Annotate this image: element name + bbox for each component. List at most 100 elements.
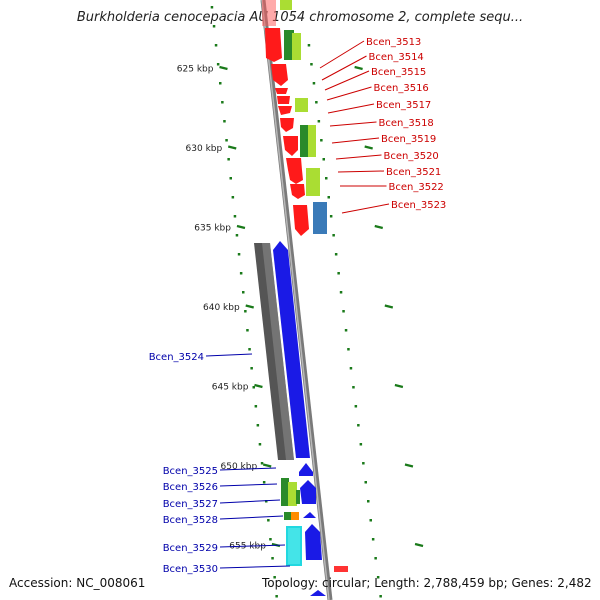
gene-label[interactable]: Bcen_3523 <box>391 200 446 211</box>
gene-block[interactable] <box>288 482 297 506</box>
gene-arrow[interactable] <box>283 136 298 156</box>
gene-label[interactable]: Bcen_3529 <box>163 543 218 554</box>
scale-tick <box>254 383 263 389</box>
gene-label[interactable]: Bcen_3530 <box>163 564 218 575</box>
gene-label[interactable]: Bcen_3517 <box>376 100 431 111</box>
gene-arrow[interactable] <box>293 205 309 236</box>
scale-dot <box>359 443 363 446</box>
scale-dot <box>347 348 350 351</box>
gene-label-leader <box>326 86 372 101</box>
gene-label[interactable]: Bcen_3520 <box>384 151 439 162</box>
scale-tick-label: 650 kbp <box>221 462 258 472</box>
gene-label[interactable]: Bcen_3526 <box>163 482 218 493</box>
gene-label-leader <box>219 565 291 569</box>
accession-text: Accession: NC_008061 <box>9 576 146 590</box>
gene-label[interactable]: Bcen_3527 <box>163 499 218 510</box>
gene-label[interactable]: Bcen_3519 <box>381 134 436 145</box>
gene-block[interactable] <box>308 125 316 157</box>
gene-arrow[interactable] <box>305 524 322 560</box>
gene-block[interactable] <box>313 202 327 234</box>
scale-dot <box>265 500 268 503</box>
scale-dot <box>235 234 239 237</box>
scale-dot <box>223 120 226 123</box>
scale-dot <box>344 329 348 332</box>
reverse-gene-labels: Bcen_3524 Bcen_3525 Bcen_3526 Bcen_3527 Bcen… <box>149 352 291 575</box>
scale-dot <box>248 348 251 351</box>
scale-dot <box>312 82 316 85</box>
gene-arrow[interactable] <box>299 463 313 476</box>
scale-tick-label: 630 kbp <box>186 144 223 154</box>
scale-dot <box>364 481 367 484</box>
gene-block[interactable] <box>281 478 289 506</box>
scale-dot <box>357 424 360 427</box>
scale-dot <box>216 63 220 66</box>
scale-dot <box>367 500 370 503</box>
gene-block[interactable] <box>291 512 299 520</box>
gene-label-leader <box>205 353 253 357</box>
scale-dot <box>231 196 235 199</box>
reverse-genes <box>254 241 326 596</box>
gene-block[interactable] <box>295 98 308 112</box>
topology-text: Topology: circular; Length: 2,788,459 bp… <box>262 576 592 590</box>
scale-dot <box>369 519 372 522</box>
scale-dot <box>256 424 260 427</box>
gene-arrow[interactable] <box>300 480 316 504</box>
gene-arrow[interactable] <box>265 28 282 62</box>
gene-arrow[interactable] <box>303 512 316 518</box>
scale-dot <box>327 196 330 199</box>
scale-dot <box>322 158 325 161</box>
feature-blocks <box>280 0 327 234</box>
scale-tick <box>262 463 272 468</box>
scale-dot <box>371 538 375 541</box>
scale-dot <box>354 405 358 408</box>
scale-dot <box>349 367 353 370</box>
scale-dot <box>262 481 266 484</box>
gene-label[interactable]: Bcen_3528 <box>163 515 218 526</box>
scale-tick <box>245 304 254 309</box>
scale-tick <box>219 65 228 71</box>
gene-block[interactable] <box>306 168 320 196</box>
scale-dot <box>362 462 365 465</box>
scale-dot <box>329 215 333 218</box>
gene-label-leader <box>219 515 284 520</box>
gene-label[interactable]: Bcen_3521 <box>386 167 441 178</box>
scale-dots <box>210 6 382 598</box>
gene-label[interactable]: Bcen_3515 <box>371 67 426 78</box>
gene-label[interactable]: Bcen_3513 <box>366 37 421 48</box>
gene-block[interactable] <box>262 243 294 460</box>
gene-block[interactable] <box>280 0 292 10</box>
gene-arrow[interactable] <box>280 118 294 132</box>
gene-arrow[interactable] <box>278 106 292 115</box>
gene-block[interactable] <box>334 566 348 572</box>
gene-label[interactable]: Bcen_3524 <box>149 352 204 363</box>
gene-label[interactable]: Bcen_3525 <box>163 466 218 477</box>
gene-block[interactable] <box>284 30 294 60</box>
forward-genes <box>262 0 309 236</box>
scale-dot <box>307 44 311 47</box>
scale-tick-label: 645 kbp <box>212 383 249 393</box>
gene-arrow[interactable] <box>275 88 288 94</box>
gene-block[interactable] <box>288 528 300 564</box>
gene-arrow[interactable] <box>288 170 303 184</box>
scale-dot <box>379 595 382 598</box>
gene-block[interactable] <box>300 125 310 157</box>
gene-arrow[interactable] <box>271 64 288 86</box>
gene-label[interactable]: Bcen_3514 <box>369 52 424 63</box>
gene-label[interactable]: Bcen_3522 <box>389 182 444 193</box>
scale-dot <box>233 215 237 218</box>
gene-arrow[interactable] <box>277 96 290 104</box>
gene-block[interactable] <box>292 33 301 60</box>
gene-block[interactable] <box>284 512 291 520</box>
scale-dot <box>275 595 278 598</box>
gene-label[interactable]: Bcen_3516 <box>374 83 429 94</box>
scale-dot <box>337 272 340 275</box>
gene-block[interactable] <box>296 490 300 504</box>
gene-arrow[interactable] <box>290 184 305 199</box>
scale-dot <box>252 386 255 389</box>
gene-label[interactable]: Bcen_3518 <box>379 118 434 129</box>
gene-block[interactable] <box>262 0 276 26</box>
gene-arrow[interactable] <box>310 590 326 596</box>
gene-arrow[interactable] <box>273 241 310 458</box>
